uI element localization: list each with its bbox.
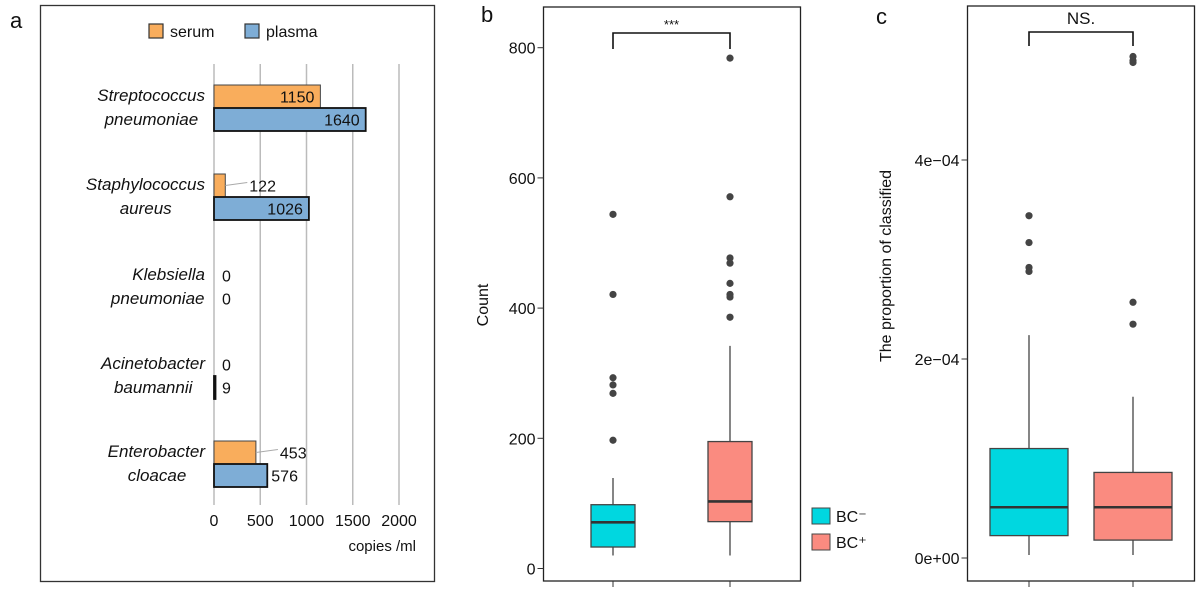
panel-label-c: c xyxy=(876,4,887,29)
y-tick-label: 200 xyxy=(509,431,536,448)
outlier-point xyxy=(726,193,734,201)
legend-label-plasma: plasma xyxy=(266,24,318,41)
significance-bracket xyxy=(1028,31,1134,46)
panel-b-frame xyxy=(542,6,802,582)
significance-label: NS. xyxy=(1067,9,1095,28)
outlier-point xyxy=(1129,298,1137,306)
outlier-point xyxy=(1025,212,1033,220)
y-tick-label: 2e−04 xyxy=(915,352,960,369)
legend-swatch-bc-neg xyxy=(811,507,831,525)
significance-bracket xyxy=(612,32,731,49)
category-label: aureus xyxy=(120,199,172,218)
y-tick-label: 0 xyxy=(527,562,536,579)
outlier-point xyxy=(1129,52,1137,61)
legend-swatch-plasma xyxy=(244,23,260,39)
outlier-point xyxy=(726,279,734,287)
outlier-point xyxy=(726,290,734,299)
outlier-point xyxy=(1025,238,1033,247)
box-0 xyxy=(590,504,636,548)
panel-label-b: b xyxy=(481,2,493,27)
data-label: 1640 xyxy=(324,113,360,130)
panel-c-frame xyxy=(966,5,1196,582)
category-label: cloacae xyxy=(128,466,187,485)
data-label: 1150 xyxy=(280,90,315,107)
panel-label-a: a xyxy=(10,8,23,33)
outlier-point xyxy=(1129,320,1137,328)
outlier-point xyxy=(609,381,617,389)
x-axis-label: copies /ml xyxy=(348,538,416,555)
y-tick-label: 800 xyxy=(509,41,536,58)
data-label: 0 xyxy=(222,292,231,309)
x-tick-label: 1500 xyxy=(335,513,371,530)
outlier-point xyxy=(726,259,734,267)
legend-swatch-serum xyxy=(148,23,164,39)
box-1 xyxy=(707,440,753,523)
legend-swatch-bc-pos xyxy=(811,533,831,551)
bar-plasma xyxy=(213,463,269,488)
bar-plasma xyxy=(213,196,310,221)
significance-label: *** xyxy=(664,17,679,32)
x-tick-label: 500 xyxy=(247,513,274,530)
leader-line xyxy=(255,449,278,453)
category-label: Staphylococcus xyxy=(86,175,206,194)
data-label: 0 xyxy=(222,269,231,286)
bar-plasma xyxy=(213,375,217,400)
box-0 xyxy=(989,447,1069,537)
panel-a-frame xyxy=(39,4,436,583)
outlier-point xyxy=(609,290,617,299)
category-label: Streptococcus xyxy=(97,86,205,105)
legend-label-bc-pos: BC⁺ xyxy=(836,535,867,552)
x-tick-label: 2000 xyxy=(381,513,417,530)
data-label: 453 xyxy=(280,446,307,463)
outlier-point xyxy=(609,210,617,218)
category-label: pneumoniae xyxy=(110,289,205,308)
y-tick-label: 400 xyxy=(509,301,536,318)
outlier-point xyxy=(726,313,734,321)
y-tick-label: 600 xyxy=(509,171,536,188)
outlier-point xyxy=(1025,263,1033,272)
data-label: 1026 xyxy=(267,202,303,219)
bar-serum xyxy=(213,173,226,198)
bar-plasma xyxy=(213,107,367,132)
category-label: pneumoniae xyxy=(104,110,199,129)
leader-line xyxy=(225,182,248,186)
x-tick-label: 1000 xyxy=(289,513,325,530)
outlier-point xyxy=(726,54,734,62)
outlier-point xyxy=(726,254,734,262)
data-label: 122 xyxy=(249,179,276,196)
outlier-point xyxy=(609,436,617,444)
x-tick-label: 0 xyxy=(210,513,219,530)
y-axis-label: Count xyxy=(475,283,492,326)
legend-label-bc-neg: BC⁻ xyxy=(836,509,867,526)
y-tick-label: 0e+00 xyxy=(915,551,960,568)
outlier-point xyxy=(609,374,617,382)
category-label: Klebsiella xyxy=(132,265,205,284)
category-label: Acinetobacter xyxy=(100,354,206,373)
data-label: 0 xyxy=(222,358,231,375)
bar-serum xyxy=(213,440,257,465)
outlier-point xyxy=(609,389,617,397)
y-tick-label: 4e−04 xyxy=(915,153,960,170)
category-label: Enterobacter xyxy=(108,442,207,461)
data-label: 576 xyxy=(271,469,298,486)
y-axis-label: The proportion of classified xyxy=(878,170,895,362)
data-label: 9 xyxy=(222,381,231,398)
category-label: baumannii xyxy=(114,378,194,397)
legend-label-serum: serum xyxy=(170,24,214,41)
